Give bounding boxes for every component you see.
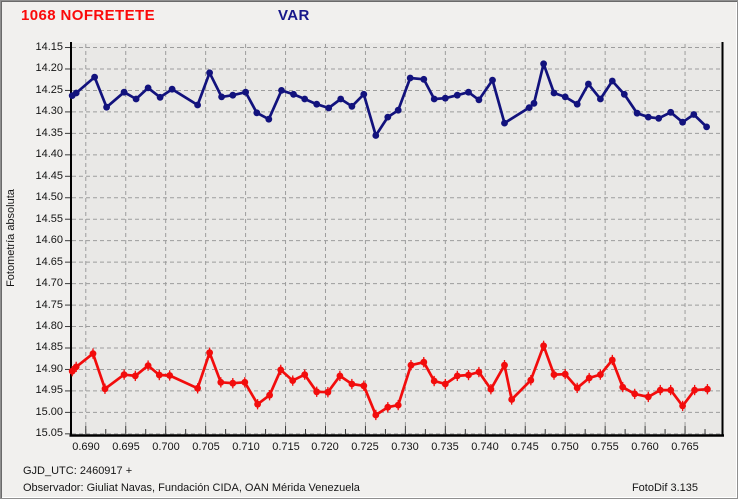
x-tick-label: 0.745: [511, 441, 539, 453]
y-tick-label: 14.60: [35, 234, 63, 246]
observer-label: Observador: Giuliat Navas, Fundación CID…: [23, 482, 360, 494]
y-tick-label: 14.40: [35, 148, 63, 160]
x-tick-label: 0.740: [471, 441, 499, 453]
y-tick-label: 15.05: [35, 427, 63, 439]
y-tick-label: 14.90: [35, 363, 63, 375]
y-tick-label: 14.55: [35, 213, 63, 225]
y-tick-label: 15.00: [35, 406, 63, 418]
y-axis-title: Fotometría absoluta: [5, 189, 17, 287]
y-tick-label: 14.45: [35, 170, 63, 182]
y-tick-label: 14.70: [35, 277, 63, 289]
y-tick-label: 14.50: [35, 191, 63, 203]
y-tick-label: 14.25: [35, 84, 63, 96]
x-tick-label: 0.735: [431, 441, 459, 453]
object-title: 1068 NOFRETETE: [21, 7, 155, 24]
x-tick-label: 0.730: [391, 441, 419, 453]
y-tick-label: 14.75: [35, 299, 63, 311]
y-tick-label: 14.65: [35, 256, 63, 268]
gjd-utc-label: GJD_UTC: 2460917 +: [23, 465, 133, 477]
x-tick-label: 0.690: [72, 441, 100, 453]
y-tick-label: 14.35: [35, 127, 63, 139]
x-tick-label: 0.755: [591, 441, 619, 453]
x-tick-label: 0.725: [351, 441, 379, 453]
comparison-series-title: VAR: [278, 7, 310, 24]
x-tick-label: 0.715: [272, 441, 300, 453]
y-tick-label: 14.85: [35, 341, 63, 353]
x-tick-label: 0.750: [551, 441, 579, 453]
y-tick-label: 14.15: [35, 41, 63, 53]
x-tick-label: 0.700: [152, 441, 180, 453]
x-tick-label: 0.760: [631, 441, 659, 453]
x-tick-label: 0.710: [232, 441, 260, 453]
software-version-label: FotoDif 3.135: [631, 482, 698, 494]
x-tick-label: 0.705: [192, 441, 220, 453]
x-tick-label: 0.720: [311, 441, 339, 453]
y-tick-label: 14.20: [35, 62, 63, 74]
x-tick-label: 0.765: [671, 441, 699, 453]
y-tick-label: 14.30: [35, 105, 63, 117]
x-tick-label: 0.695: [112, 441, 140, 453]
y-tick-label: 14.95: [35, 384, 63, 396]
y-tick-label: 14.80: [35, 320, 63, 332]
